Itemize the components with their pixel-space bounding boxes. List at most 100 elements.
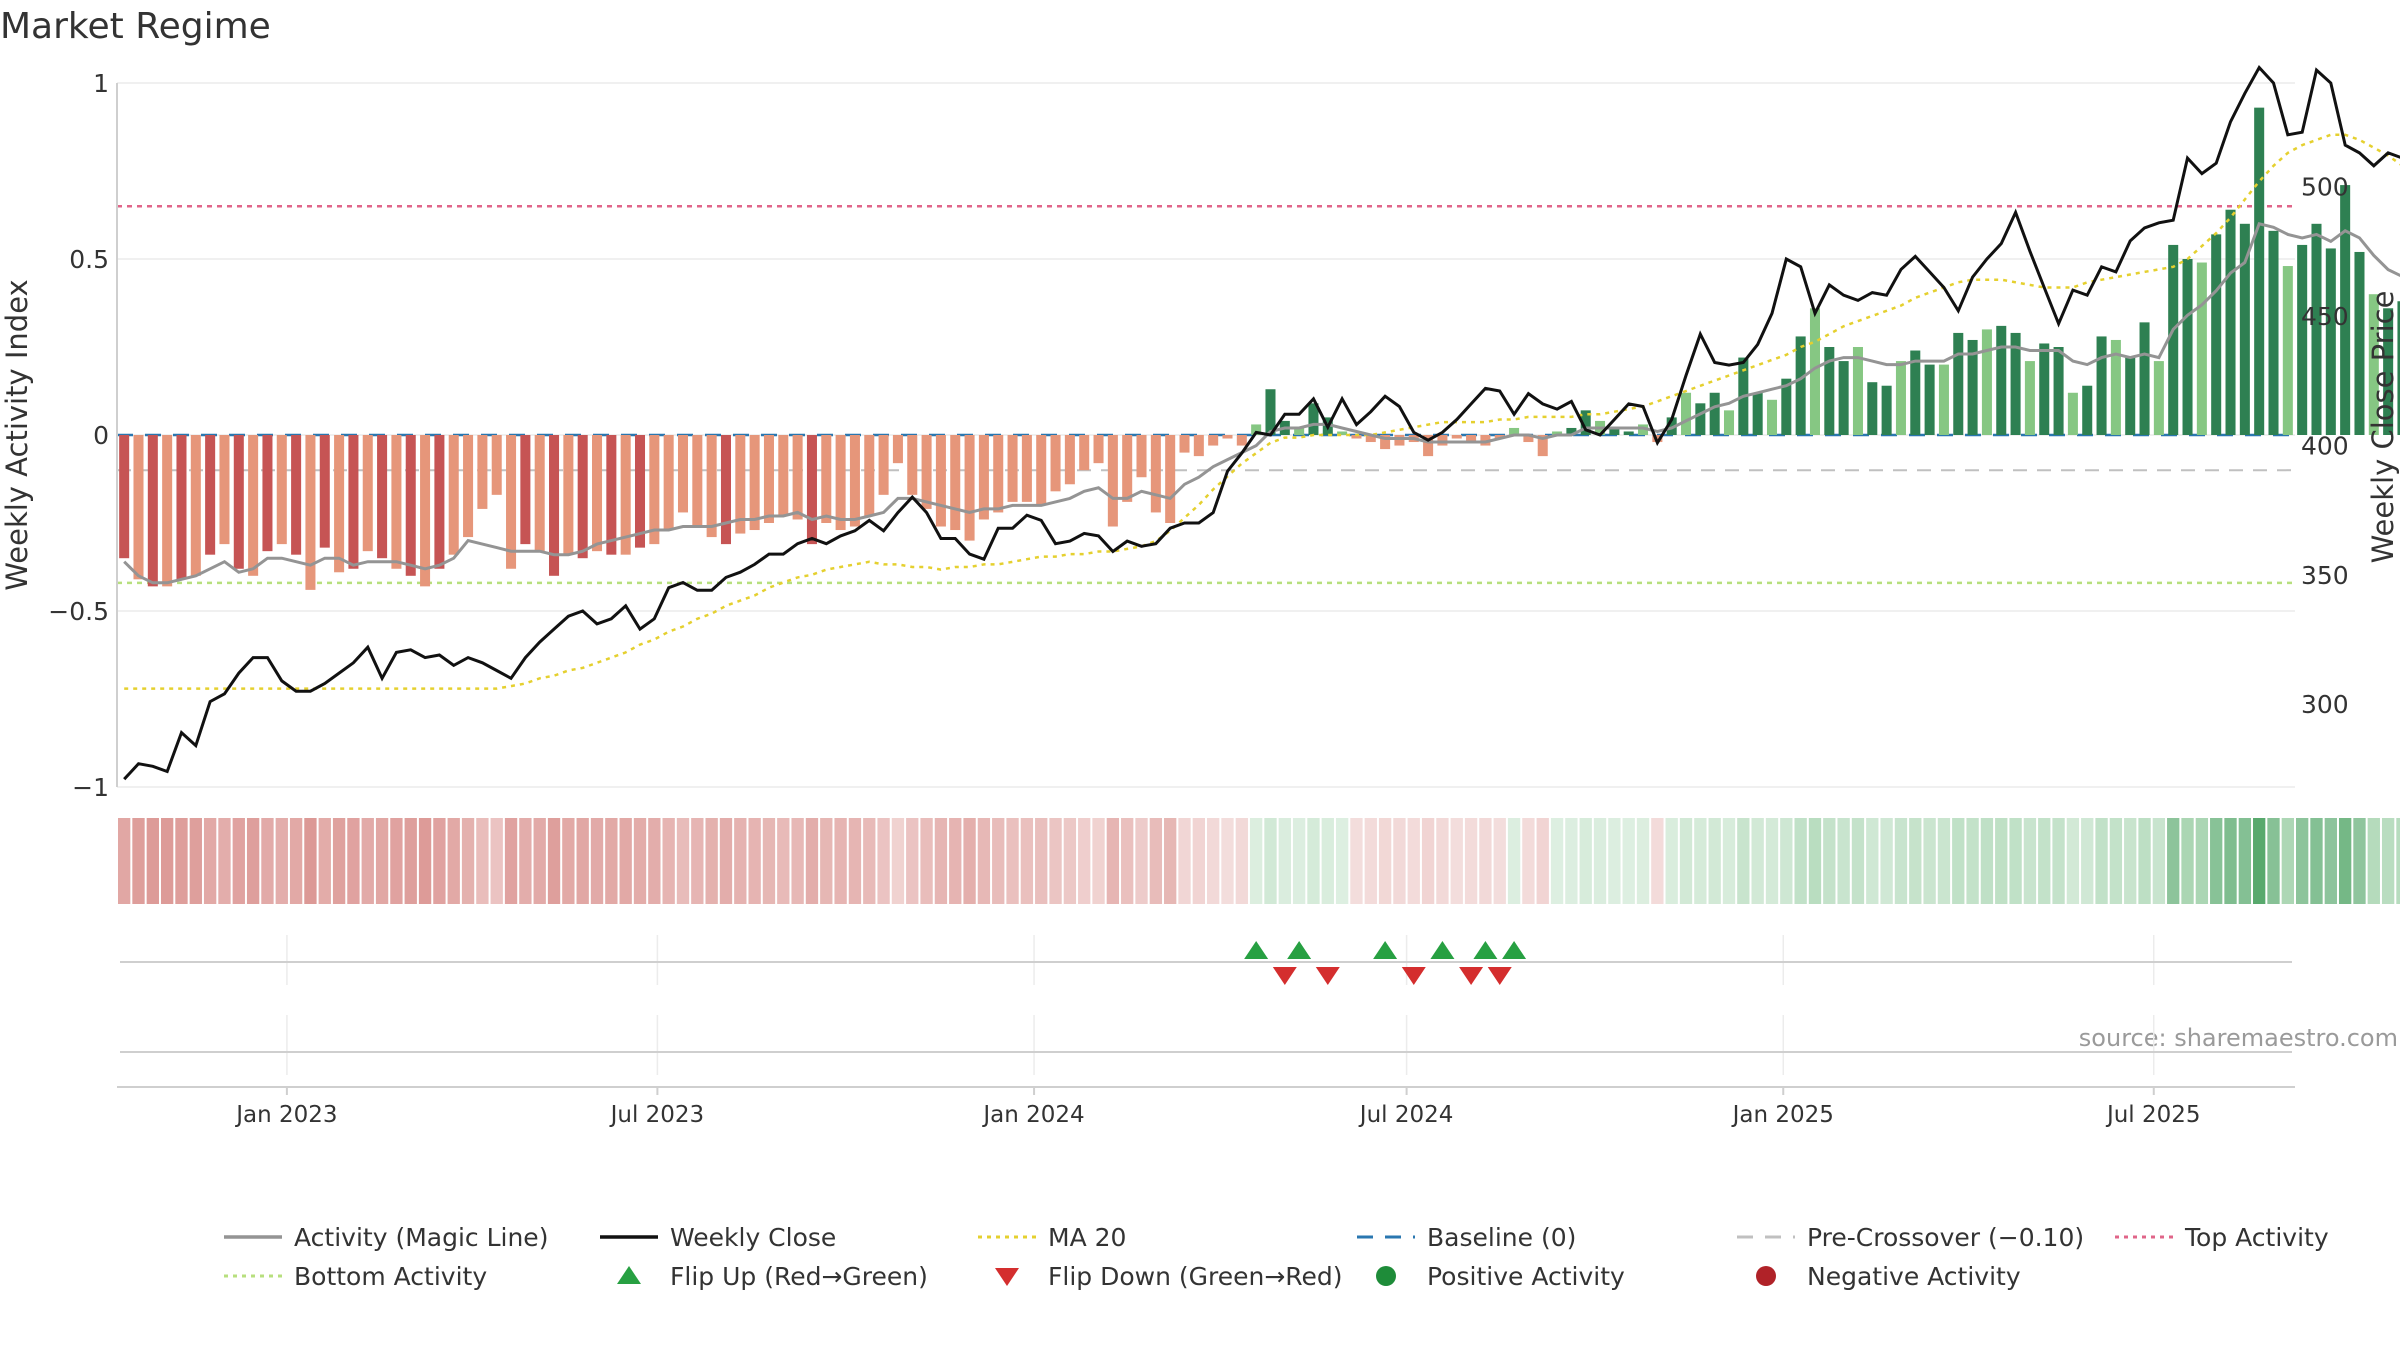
heat-cell (877, 818, 890, 904)
heat-cell (289, 818, 303, 904)
y2-axis-label: Weekly Close Price (2366, 291, 2400, 564)
activity-bar (334, 435, 345, 573)
heat-cell (1450, 818, 1463, 904)
heat-cell (2324, 818, 2337, 904)
heat-cell (748, 818, 761, 904)
heat-cell (1264, 818, 1277, 904)
legend-label: Pre-Crossover (−0.10) (1807, 1223, 2084, 1252)
y-tick-label: −1 (72, 773, 109, 802)
activity-bar (1294, 427, 1305, 435)
activity-bar (1036, 435, 1047, 506)
heat-cell (662, 818, 675, 904)
activity-bar (964, 435, 975, 541)
activity-bar (649, 435, 660, 545)
activity-bar (377, 435, 388, 559)
activity-bar (606, 435, 617, 555)
activity-bar (749, 435, 760, 531)
activity-bar (1394, 435, 1405, 446)
legend-item-bottom: Bottom Activity (224, 1262, 487, 1291)
activity-bar (1179, 435, 1190, 453)
activity-bar (2354, 251, 2365, 435)
activity-bar (291, 435, 302, 555)
heat-cell (1149, 818, 1163, 904)
heat-cell (834, 818, 847, 904)
heat-cell (1407, 818, 1420, 904)
activity-bar (319, 435, 330, 548)
activity-bar (1809, 308, 1820, 435)
heat-cell (2253, 818, 2266, 904)
activity-bar (1021, 435, 1032, 502)
heat-cell (118, 818, 131, 904)
flip-up-marker (1287, 941, 1312, 959)
heat-cell (1780, 818, 1793, 904)
activity-bar (2024, 361, 2035, 435)
activity-bar (162, 435, 173, 587)
activity-bars (119, 107, 2400, 590)
activity-bar (2340, 185, 2351, 435)
activity-bar (1552, 431, 1563, 435)
activity-bar (2082, 385, 2093, 435)
heat-cell (1006, 818, 1019, 904)
activity-bar (1967, 339, 1978, 435)
activity-bar (176, 435, 187, 580)
heat-cell (1164, 818, 1177, 904)
flip-down-marker (1401, 967, 1426, 985)
flip-up-marker (1473, 941, 1498, 959)
activity-bar (2225, 209, 2236, 435)
heat-cell (547, 818, 561, 904)
activity-bar (2039, 343, 2050, 435)
legend-item-ma20: MA 20 (978, 1223, 1126, 1252)
activity-bar (763, 435, 774, 523)
activity-bar (448, 435, 459, 555)
activity-bar (1107, 435, 1118, 527)
activity-bar (1466, 435, 1477, 443)
heat-cell (605, 818, 618, 904)
heat-cell (2210, 818, 2223, 904)
heat-cell (2095, 818, 2108, 904)
heat-cell (1493, 818, 1506, 904)
heat-cell (633, 818, 647, 904)
activity-bar (348, 435, 359, 569)
activity-bar (2182, 259, 2193, 435)
activity-bar (720, 435, 731, 545)
x-tick-label: Jul 2025 (2105, 1102, 2201, 1128)
heat-cell (1679, 818, 1693, 904)
activity-bar (119, 435, 130, 559)
heat-cell (863, 818, 876, 904)
heat-cell (705, 818, 718, 904)
flip-up-marker (1244, 941, 1269, 959)
activity-bar (1681, 392, 1692, 435)
activity-bar (1838, 361, 1849, 435)
heat-cell (146, 818, 159, 904)
activity-bar (1910, 350, 1921, 435)
activity-bar (778, 435, 789, 516)
activity-bar (147, 435, 158, 587)
heat-cell (1593, 818, 1607, 904)
heat-cell (2109, 818, 2123, 904)
heat-cell (1522, 818, 1535, 904)
heat-cell (1880, 818, 1893, 904)
activity-bar (2010, 332, 2021, 435)
activity-bar (1623, 431, 1634, 435)
x-tick-label: Jul 2023 (609, 1102, 705, 1128)
activity-bar (1824, 347, 1835, 435)
heat-cell (1722, 818, 1736, 904)
activity-bar (1122, 435, 1133, 502)
activity-bar (2282, 266, 2293, 435)
heat-cell (1221, 818, 1234, 904)
heat-cell (1278, 818, 1291, 904)
activity-bar (592, 435, 603, 552)
heat-cell (2281, 818, 2294, 904)
activity-bar (463, 435, 474, 538)
flip-down-marker (1315, 967, 1340, 985)
heat-cell (476, 818, 489, 904)
activity-bar (1265, 389, 1276, 435)
activity-bar (921, 435, 932, 509)
heat-cell (1579, 818, 1592, 904)
legend-item-negative: Negative Activity (1756, 1262, 2021, 1291)
heat-cell (2238, 818, 2252, 904)
activity-bar (677, 435, 689, 513)
activity-bar (577, 435, 588, 559)
activity-bar (663, 435, 674, 531)
